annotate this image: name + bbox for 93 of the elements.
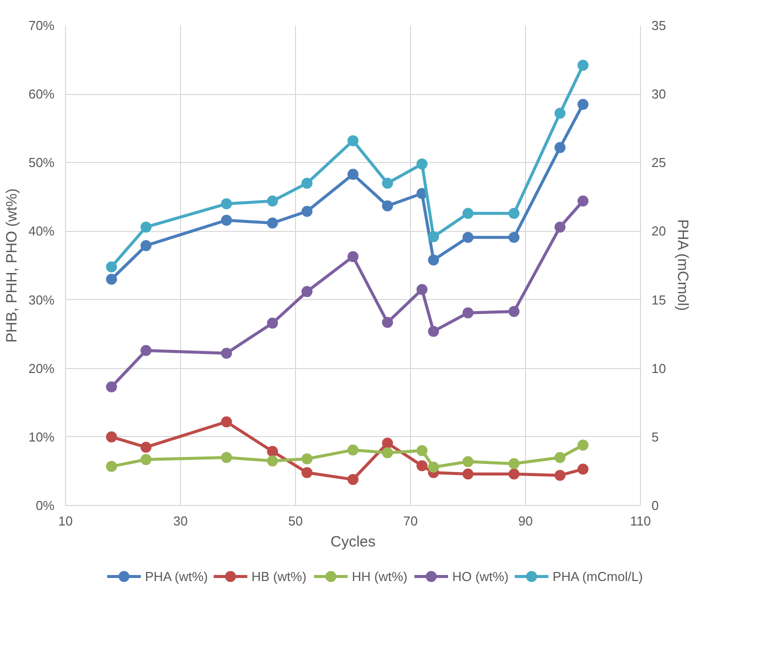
y-tick-label: 20% <box>28 360 55 376</box>
point <box>578 440 588 451</box>
point <box>267 318 278 329</box>
point <box>462 208 474 219</box>
point <box>508 468 520 480</box>
y2-tick-label: 10 <box>652 360 666 376</box>
point <box>578 196 588 207</box>
point <box>382 178 393 189</box>
point <box>578 98 588 110</box>
y2-tick-label: 15 <box>652 292 666 308</box>
point <box>578 60 588 71</box>
point <box>267 455 278 466</box>
point <box>267 196 278 207</box>
point <box>267 217 278 228</box>
point <box>302 178 312 189</box>
point <box>106 460 117 472</box>
point <box>140 454 152 466</box>
y2-tick-label: 0 <box>652 498 659 513</box>
legend-label: HO (wt%) <box>452 569 509 584</box>
x-tick-label: 70 <box>403 514 418 528</box>
point <box>508 306 520 317</box>
y-tick-label: 50% <box>28 155 55 170</box>
y-tick-label: 70% <box>28 18 55 33</box>
point <box>578 464 588 475</box>
legend-label: PHA (wt%) <box>145 569 208 584</box>
point <box>416 445 428 456</box>
point <box>140 222 152 233</box>
point <box>106 431 117 442</box>
point <box>428 326 439 337</box>
y-axis-title: PHB, PHH, PHO (wt%) <box>3 188 20 343</box>
point <box>508 232 520 243</box>
legend-label: PHA (mCmol/L) <box>552 569 643 584</box>
point <box>382 316 393 328</box>
point <box>428 462 439 473</box>
x-tick-label: 110 <box>630 514 651 528</box>
point <box>416 284 428 295</box>
y-tick-label: 60% <box>28 86 55 102</box>
y-tick-label: 40% <box>28 224 55 239</box>
point <box>382 438 393 449</box>
point <box>462 456 474 468</box>
y-tick-label: 10% <box>28 429 55 444</box>
point <box>348 474 358 485</box>
x-tick-label: 10 <box>58 514 73 528</box>
point <box>221 214 232 226</box>
point <box>554 222 566 233</box>
point <box>348 168 358 180</box>
point <box>302 286 312 298</box>
point <box>348 251 358 262</box>
point <box>428 254 439 266</box>
x-tick-label: 50 <box>288 514 303 528</box>
y2-tick-label: 30 <box>652 86 666 102</box>
legend-label: HH (wt%) <box>352 569 408 584</box>
point <box>462 232 474 243</box>
y2-tick-label: 20 <box>652 224 666 239</box>
point <box>221 416 232 428</box>
point <box>221 198 232 210</box>
x-tick-label: 90 <box>518 514 533 528</box>
point <box>267 446 278 457</box>
legend-label: HB (wt%) <box>252 569 306 584</box>
y2-tick-label: 5 <box>652 429 659 444</box>
point <box>221 452 232 463</box>
y-tick-label: 0% <box>36 498 55 513</box>
point <box>554 108 566 119</box>
point <box>302 206 312 217</box>
point <box>302 467 312 478</box>
point <box>106 261 117 272</box>
y2-tick-label: 25 <box>652 155 666 170</box>
point <box>348 135 358 146</box>
point <box>462 468 474 480</box>
y2-tick-label: 35 <box>652 18 666 33</box>
point <box>554 452 566 463</box>
point <box>140 345 152 356</box>
y2-axis-title: PHA (mCmol) <box>674 219 691 311</box>
point <box>416 460 428 472</box>
point <box>106 274 117 285</box>
point <box>428 231 439 242</box>
point <box>106 381 117 392</box>
point <box>348 444 358 456</box>
x-axis-title: Cycles <box>330 534 376 550</box>
point <box>302 453 312 464</box>
point <box>221 348 232 359</box>
point <box>554 470 566 481</box>
point <box>508 458 520 470</box>
x-tick-label: 30 <box>173 514 188 528</box>
point <box>416 158 428 170</box>
point <box>382 447 393 458</box>
point <box>554 142 566 154</box>
point <box>508 208 520 219</box>
point <box>140 240 152 252</box>
y-tick-label: 30% <box>28 292 55 308</box>
point <box>382 200 393 212</box>
point <box>140 442 152 453</box>
point <box>462 307 474 318</box>
